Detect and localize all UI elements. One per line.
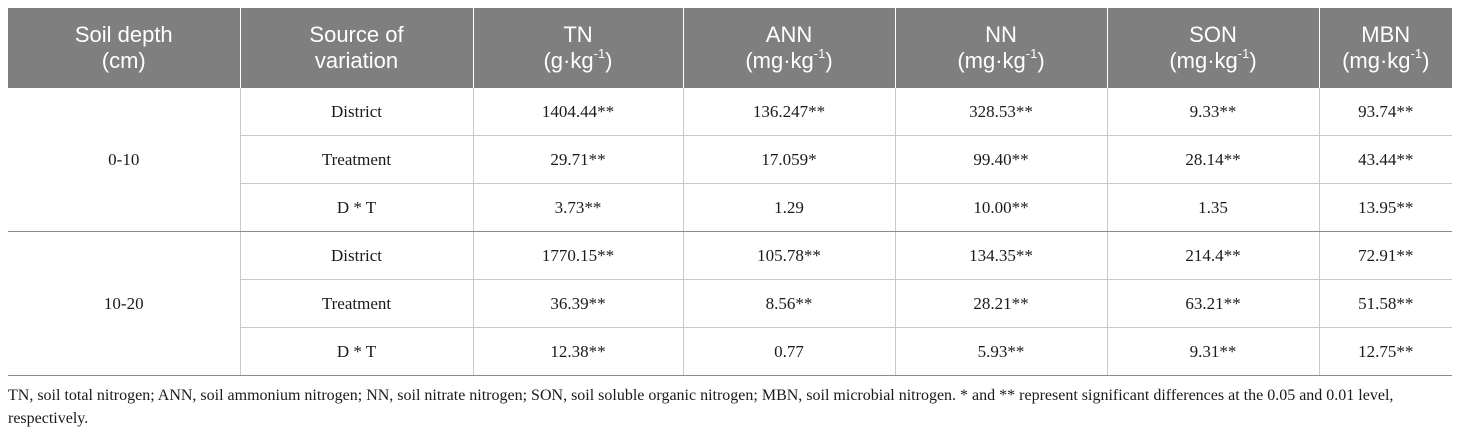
value-cell: 0.77 <box>683 327 896 376</box>
value-cell: 17.059* <box>683 135 896 184</box>
value-cell: 3.73** <box>473 183 684 232</box>
value-cell: 9.31** <box>1107 327 1320 376</box>
value-cell: 36.39** <box>473 279 684 328</box>
table-row: D * T 3.73** 1.29 10.00** 1.35 13.95** <box>8 183 1452 232</box>
value-cell: 8.56** <box>683 279 896 328</box>
table-row: 0-10 District 1404.44** 136.247** 328.53… <box>8 88 1452 232</box>
value-cell: 51.58** <box>1319 279 1452 328</box>
value-cell: 99.40** <box>895 135 1108 184</box>
value-cell: 214.4** <box>1107 231 1320 280</box>
value-cell: 28.21** <box>895 279 1108 328</box>
depth-cell: 10-20 <box>8 231 241 376</box>
header-ann: ANN (mg·kg-1) <box>683 8 896 88</box>
table-footnote: TN, soil total nitrogen; ANN, soil ammon… <box>8 387 1394 427</box>
value-cell: 9.33** <box>1107 88 1320 136</box>
table-row: Treatment 29.71** 17.059* 99.40** 28.14*… <box>8 135 1452 184</box>
source-cell: D * T <box>240 183 474 232</box>
value-cell: 1.29 <box>683 183 896 232</box>
depth-cell: 0-10 <box>8 88 241 232</box>
header-source-of-variation: Source of variation <box>240 8 474 88</box>
table-container: Soil depth (cm) Source of variation TN (g·k… <box>8 8 1452 430</box>
source-cell: Treatment <box>240 135 474 184</box>
value-cell: 63.21** <box>1107 279 1320 328</box>
value-cell: 136.247** <box>683 88 896 136</box>
value-cell: 5.93** <box>895 327 1108 376</box>
value-cell: 12.38** <box>473 327 684 376</box>
value-cell: 28.14** <box>1107 135 1320 184</box>
header-nn: NN (mg·kg-1) <box>895 8 1108 88</box>
source-cell: Treatment <box>240 279 474 328</box>
value-cell: 13.95** <box>1319 183 1452 232</box>
value-cell: 93.74** <box>1319 88 1452 136</box>
header-mbn: MBN (mg·kg-1) <box>1319 8 1452 88</box>
value-cell: 29.71** <box>473 135 684 184</box>
header-row: Soil depth (cm) Source of variation TN (g·k… <box>8 8 1452 88</box>
source-cell: District <box>240 231 474 280</box>
value-cell: 1770.15** <box>473 231 684 280</box>
header-soil-depth: Soil depth (cm) <box>8 8 241 88</box>
value-cell: 1404.44** <box>473 88 684 136</box>
value-cell: 328.53** <box>895 88 1108 136</box>
value-cell: 134.35** <box>895 231 1108 280</box>
value-cell: 12.75** <box>1319 327 1452 376</box>
table-row: 10-20 District 1770.15** 105.78** 134.35… <box>8 231 1452 376</box>
table-row: Treatment 36.39** 8.56** 28.21** 63.21**… <box>8 279 1452 328</box>
source-cell: District <box>240 88 474 136</box>
value-cell: 1.35 <box>1107 183 1320 232</box>
value-cell: 10.00** <box>895 183 1108 232</box>
value-cell: 72.91** <box>1319 231 1452 280</box>
value-cell: 105.78** <box>683 231 896 280</box>
value-cell: 43.44** <box>1319 135 1452 184</box>
header-tn: TN (g·kg-1) <box>473 8 684 88</box>
anova-table: Soil depth (cm) Source of variation TN (g·k… <box>8 8 1452 376</box>
source-cell: D * T <box>240 327 474 376</box>
table-row: D * T 12.38** 0.77 5.93** 9.31** 12.75** <box>8 327 1452 376</box>
header-son: SON (mg·kg-1) <box>1107 8 1320 88</box>
